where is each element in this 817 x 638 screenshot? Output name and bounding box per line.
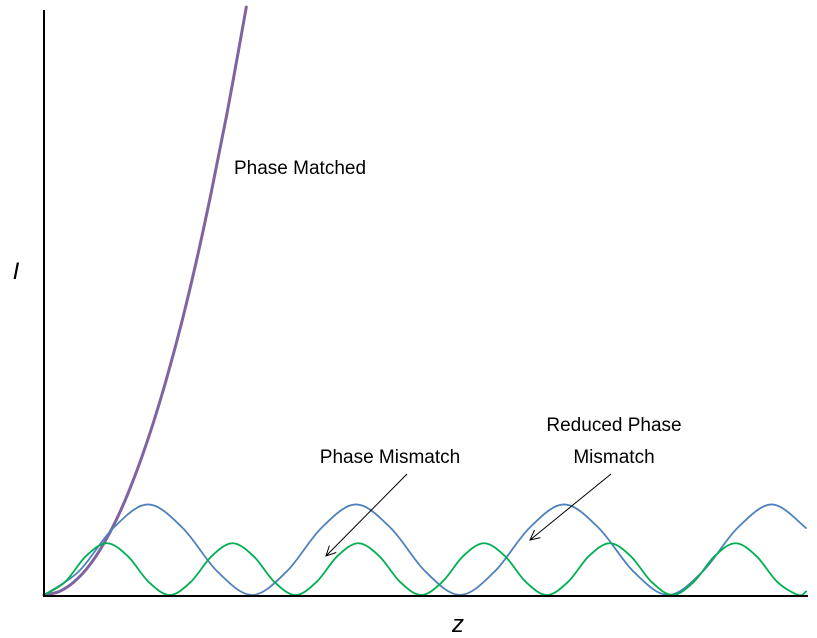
annotation-arrow-phase-mismatch (326, 473, 408, 556)
y-axis-label: I (13, 258, 20, 285)
x-axis-label: z (451, 611, 464, 638)
annotation-phase-matched: Phase Matched (234, 158, 366, 179)
series-line-phase-matched (42, 5, 248, 597)
series-line-reduced-phase-mismatch (43, 503, 807, 596)
annotation-phase-mismatch: Phase Mismatch (320, 447, 460, 468)
annotation-reduced-phase-mismatch-line-1: Reduced Phase (546, 415, 681, 436)
plot-curves (42, 5, 807, 597)
annotation-reduced-phase-mismatch-line-2: Mismatch (573, 447, 654, 468)
series-line-phase-mismatch (43, 542, 807, 597)
annotation-arrow-reduced-phase-mismatch (530, 473, 612, 540)
